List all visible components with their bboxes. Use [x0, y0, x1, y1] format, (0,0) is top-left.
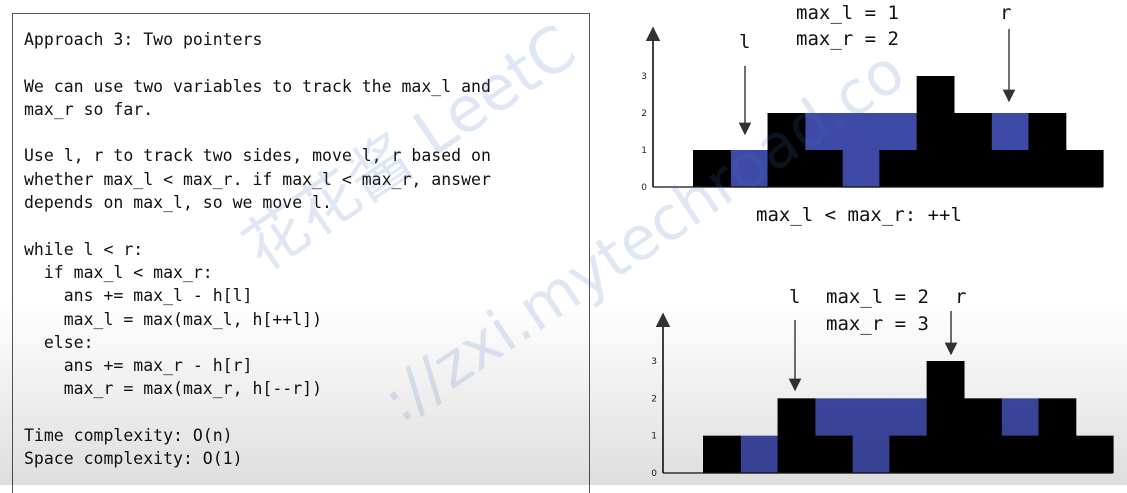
top-condition-label: max_l < max_r: ++l [756, 204, 962, 226]
code-line: max_r so far. [24, 99, 154, 119]
water-cell [879, 113, 918, 151]
y-tick-label: 2 [651, 394, 657, 404]
bottom-max-r-label: max_r = 3 [826, 313, 929, 335]
code-text: Approach 3: Two pointers We can use two v… [24, 28, 491, 471]
top-right-pointer-label: r [1000, 2, 1012, 24]
y-tick-label: 3 [651, 357, 657, 367]
y-tick-label: 3 [641, 72, 647, 82]
water-cell [730, 150, 769, 188]
bar [703, 435, 741, 473]
water-cell [991, 113, 1030, 151]
bar [814, 435, 853, 473]
code-line: ans += max_l - h[l] [24, 286, 253, 306]
water-cell [852, 398, 890, 474]
bar [804, 150, 843, 187]
code-line: else: [24, 332, 94, 352]
code-line: ans += max_r - h[r] [24, 356, 253, 376]
y-tick-label: 1 [651, 432, 657, 442]
y-tick-label: 0 [641, 183, 647, 193]
top-left-pointer-label: l [739, 31, 751, 53]
water-cell [842, 113, 880, 188]
bottom-histogram: 0 1 2 3 [651, 312, 1114, 479]
water-cell [1001, 398, 1040, 437]
y-tick-label: 0 [651, 469, 657, 479]
bar [926, 361, 965, 473]
code-line: We can use two variables to track the ma… [24, 76, 491, 96]
water-cell [804, 113, 843, 151]
bar [963, 398, 1002, 473]
water-cell [814, 398, 853, 437]
y-tick-label: 2 [641, 109, 647, 119]
bar [1038, 398, 1077, 473]
bottom-left-pointer-label: l [789, 286, 801, 308]
code-line: Use l, r to track two sides, move l, r b… [24, 146, 491, 166]
code-line: whether max_l < max_r. if max_l < max_r,… [24, 169, 491, 189]
bar [1028, 113, 1067, 187]
code-line: max_r = max(max_r, h[--r]) [24, 379, 323, 399]
code-line: if max_l < max_r: [24, 262, 213, 282]
code-line: max_l = max(max_l, h[++l]) [24, 309, 323, 329]
bottom-max-l-label: max_l = 2 [826, 286, 929, 308]
code-line: Space complexity: O(1) [24, 449, 243, 469]
bar [916, 76, 955, 187]
bar [1001, 435, 1040, 473]
top-histogram: 0 1 2 3 [641, 26, 1104, 193]
water-cell [740, 435, 779, 474]
bar [777, 398, 816, 473]
bar [1075, 435, 1114, 473]
bar [879, 150, 918, 187]
code-panel: Approach 3: Two pointers We can use two v… [12, 13, 590, 493]
code-line: while l < r: [24, 239, 144, 259]
bottom-right-pointer-label: r [955, 286, 967, 308]
bar [889, 435, 928, 473]
code-line: Time complexity: O(n) [24, 426, 233, 446]
bar [953, 113, 992, 187]
top-max-r-label: max_r = 2 [796, 28, 899, 50]
bar [767, 113, 806, 187]
code-line: Approach 3: Two pointers [24, 30, 263, 49]
bar [991, 150, 1030, 187]
top-max-l-label: max_l = 1 [796, 2, 899, 24]
code-line: depends on max_l, so we move l. [24, 193, 332, 213]
bar [693, 150, 731, 187]
bar [1065, 150, 1104, 187]
water-cell [889, 398, 928, 437]
y-tick-label: 1 [641, 146, 647, 156]
